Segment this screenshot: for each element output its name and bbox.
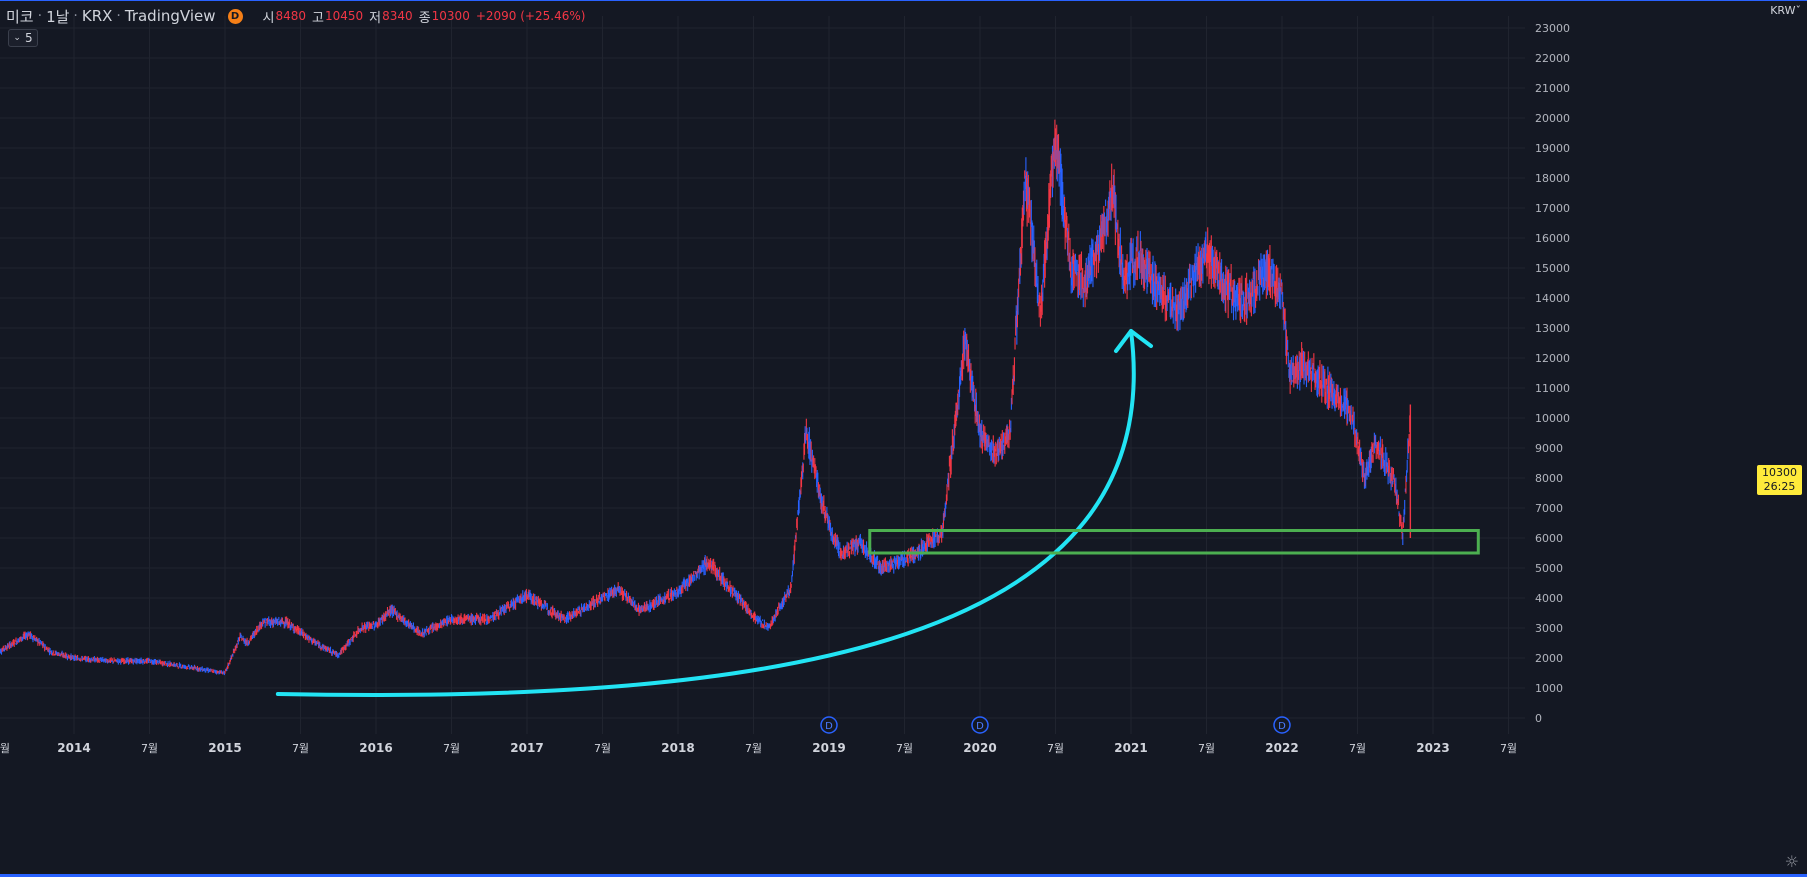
y-tick-label: 11000 — [1535, 382, 1570, 395]
y-tick-label: 2000 — [1535, 652, 1563, 665]
x-tick-label: 2023 — [1416, 741, 1449, 755]
x-tick-label: 2017 — [510, 741, 543, 755]
x-tick-label: 2018 — [661, 741, 694, 755]
y-tick-label: 23000 — [1535, 22, 1570, 35]
x-tick-label: 7월 — [745, 742, 762, 755]
y-tick-label: 7000 — [1535, 502, 1563, 515]
y-tick-label: 14000 — [1535, 292, 1570, 305]
last-price-label: 10300 26:25 — [1757, 465, 1802, 495]
indicator-toggle-button[interactable]: ⌄ 5 — [8, 29, 38, 47]
x-tick-label: 2021 — [1114, 741, 1147, 755]
chevron-down-icon: ⌄ — [13, 33, 21, 43]
high-value: 10450 — [324, 9, 364, 23]
dividend-marker-label: D — [1278, 721, 1286, 732]
interval-label[interactable]: 1날 — [46, 7, 70, 26]
x-tick-label: 월 — [0, 742, 10, 755]
low-value: 8340 — [382, 9, 413, 23]
y-tick-label: 8000 — [1535, 472, 1563, 485]
y-tick-label: 21000 — [1535, 82, 1570, 95]
dividend-marker[interactable] — [820, 716, 838, 734]
indicator-count: 5 — [24, 31, 33, 45]
bar-countdown: 26:25 — [1763, 480, 1796, 493]
x-tick-label: 7월 — [443, 742, 460, 755]
x-tick-label: 7월 — [141, 742, 158, 755]
exchange-label: KRX — [81, 7, 113, 25]
symbol-legend: 미코 · 1날 · KRX · TradingView D 시 8480 고 104… — [6, 7, 586, 26]
y-tick-label: 13000 — [1535, 322, 1570, 335]
dividend-marker-label: D — [976, 721, 984, 732]
change-value: +2090 (+25.46%) — [475, 9, 586, 23]
x-tick-label: 7월 — [292, 742, 309, 755]
x-tick-label: 2014 — [57, 741, 90, 755]
open-value: 8480 — [275, 9, 307, 23]
y-tick-label: 16000 — [1535, 232, 1570, 245]
dividend-marker[interactable] — [971, 716, 989, 734]
gear-icon[interactable]: ☼ — [1784, 852, 1799, 871]
dividend-marker[interactable] — [1273, 716, 1291, 734]
y-tick-label: 10000 — [1535, 412, 1570, 425]
y-tick-label: 19000 — [1535, 142, 1570, 155]
price-series — [0, 119, 1412, 676]
y-tick-label: 0 — [1535, 712, 1542, 725]
low-label: 저 — [369, 10, 382, 26]
price-axis: 0 1000 2000 3000 4000 5000 6000 7000 8000 9000 100… — [1535, 22, 1570, 725]
y-tick-label: 12000 — [1535, 352, 1570, 365]
close-label: 종 — [418, 10, 431, 26]
x-tick-label: 7월 — [1349, 742, 1366, 755]
time-axis: 월 2014 7월 2015 7월 2016 7월 2017 7월 2018 7월 2019 7월 202… — [0, 741, 1517, 755]
dividend-badge[interactable]: D — [227, 8, 243, 24]
y-tick-label: 1000 — [1535, 682, 1563, 695]
x-tick-label: 7월 — [1047, 742, 1064, 755]
arrow-head — [1114, 329, 1153, 353]
x-tick-label: 2022 — [1265, 741, 1298, 755]
source-label: TradingView — [124, 7, 216, 25]
support-zone-box — [868, 529, 1480, 555]
drawing-annotations — [275, 329, 1480, 697]
y-tick-label: 17000 — [1535, 202, 1570, 215]
close-value: 10300 — [431, 9, 470, 23]
currency-label: KRW — [1770, 4, 1796, 17]
currency-selector[interactable]: KRWˇ — [1770, 4, 1801, 17]
y-tick-label: 9000 — [1535, 442, 1563, 455]
x-tick-label: 2015 — [208, 741, 241, 755]
x-tick-label: 7월 — [1198, 742, 1215, 755]
x-tick-label: 2016 — [359, 741, 392, 755]
high-label: 고 — [312, 10, 324, 26]
dividend-marker-label: D — [825, 721, 833, 732]
y-tick-label: 18000 — [1535, 172, 1570, 185]
x-tick-label: 7월 — [896, 742, 913, 755]
y-tick-label: 5000 — [1535, 562, 1563, 575]
x-tick-label: 2019 — [812, 741, 845, 755]
x-tick-label: 7월 — [1500, 742, 1517, 755]
open-label: 시 — [262, 10, 275, 26]
x-tick-label: 7월 — [594, 742, 611, 755]
y-tick-label: 4000 — [1535, 592, 1563, 605]
chevron-down-icon: ˇ — [1795, 4, 1802, 17]
y-tick-label: 3000 — [1535, 622, 1563, 635]
symbol-name[interactable]: 미코 — [6, 7, 34, 26]
x-tick-label: 2020 — [963, 741, 996, 755]
y-tick-label: 15000 — [1535, 262, 1570, 275]
last-price: 10300 — [1762, 466, 1797, 479]
y-tick-label: 20000 — [1535, 112, 1570, 125]
y-tick-label: 6000 — [1535, 532, 1563, 545]
y-tick-label: 22000 — [1535, 52, 1570, 65]
curved-arrow — [275, 329, 1136, 697]
